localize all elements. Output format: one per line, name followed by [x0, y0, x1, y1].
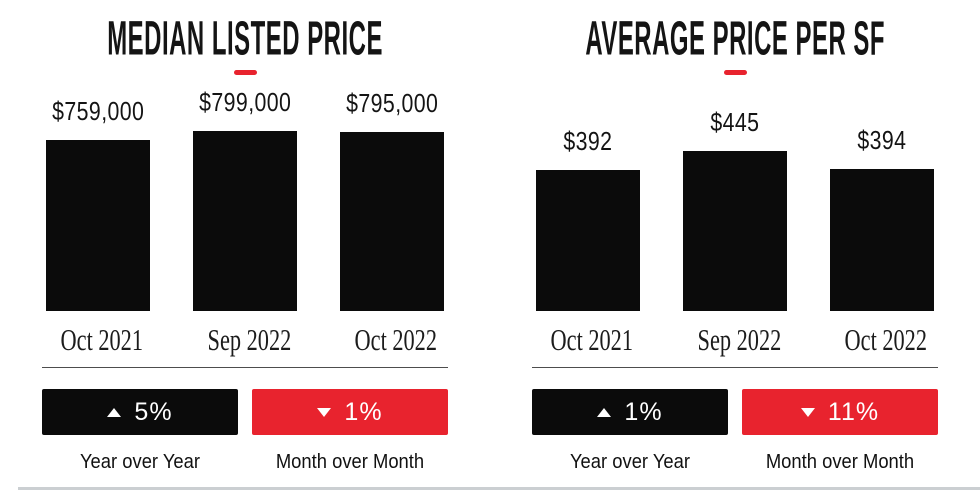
arrow-up-icon — [107, 407, 122, 417]
bar-value-label: $759,000 — [51, 96, 145, 126]
bar — [46, 140, 150, 311]
category-label: Sep 2022 — [207, 322, 292, 357]
cropped-panel-edge — [18, 487, 980, 490]
year-over-year-caption: Year over Year — [79, 451, 201, 473]
title-underline-dash — [723, 70, 747, 75]
badge-caption-row: Year over Year Month over Month — [532, 451, 938, 474]
year-over-year-caption: Year over Year — [569, 451, 691, 473]
badge-row: 1% 11% — [532, 389, 938, 435]
badge-row: 5% 1% — [42, 389, 448, 435]
title-underline-dash — [233, 70, 257, 75]
median-listed-price-panel: MEDIAN LISTED PRICE $759,000 $799,000 $7… — [0, 0, 490, 474]
bar-value-label: $445 — [710, 107, 760, 137]
bar-group: $795,000 — [340, 88, 444, 311]
category-label: Sep 2022 — [697, 322, 782, 357]
bar-value-label: $795,000 — [345, 88, 439, 118]
bar — [830, 169, 934, 311]
category-label: Oct 2022 — [844, 322, 928, 357]
bar — [536, 170, 640, 311]
category-axis: Oct 2021 Sep 2022 Oct 2022 — [0, 323, 490, 357]
bar-group: $445 — [683, 107, 787, 311]
month-over-month-caption: Month over Month — [275, 451, 425, 473]
category-label: Oct 2021 — [60, 322, 144, 357]
year-over-year-badge: 1% — [532, 389, 728, 435]
year-over-year-badge: 5% — [42, 389, 238, 435]
infographic: MEDIAN LISTED PRICE $759,000 $799,000 $7… — [0, 0, 980, 474]
badge-caption-row: Year over Year Month over Month — [42, 451, 448, 474]
bar — [193, 131, 297, 311]
divider-line — [42, 367, 448, 368]
chart-title-text: AVERAGE PRICE PER SF — [585, 10, 885, 66]
month-over-month-caption: Month over Month — [765, 451, 915, 473]
bar-group: $394 — [830, 125, 934, 311]
bar — [683, 151, 787, 311]
chart-title-text: MEDIAN LISTED PRICE — [107, 10, 383, 66]
category-label: Oct 2022 — [354, 322, 438, 357]
chart-title: MEDIAN LISTED PRICE — [0, 14, 490, 62]
category-label: Oct 2021 — [550, 322, 634, 357]
badge-value: 1% — [624, 397, 663, 426]
month-over-month-badge: 1% — [252, 389, 448, 435]
month-over-month-badge: 11% — [742, 389, 938, 435]
bar-value-label: $394 — [857, 125, 907, 155]
badge-value: 1% — [344, 397, 383, 426]
arrow-up-icon — [597, 407, 612, 417]
arrow-down-icon — [800, 407, 815, 417]
bar-group: $799,000 — [193, 87, 297, 311]
bar-chart: $392 $445 $394 — [490, 83, 980, 311]
bar-group: $759,000 — [46, 96, 150, 311]
arrow-down-icon — [317, 407, 332, 417]
divider-line — [532, 367, 938, 368]
badge-value: 5% — [134, 397, 173, 426]
bar-value-label: $799,000 — [198, 87, 292, 117]
category-axis: Oct 2021 Sep 2022 Oct 2022 — [490, 323, 980, 357]
bar-group: $392 — [536, 126, 640, 311]
bar — [340, 132, 444, 311]
bar-value-label: $392 — [563, 126, 613, 156]
average-price-per-sf-panel: AVERAGE PRICE PER SF $392 $445 $394 Oct … — [490, 0, 980, 474]
bar-chart: $759,000 $799,000 $795,000 — [0, 83, 490, 311]
chart-title: AVERAGE PRICE PER SF — [490, 14, 980, 62]
badge-value: 11% — [827, 397, 880, 426]
